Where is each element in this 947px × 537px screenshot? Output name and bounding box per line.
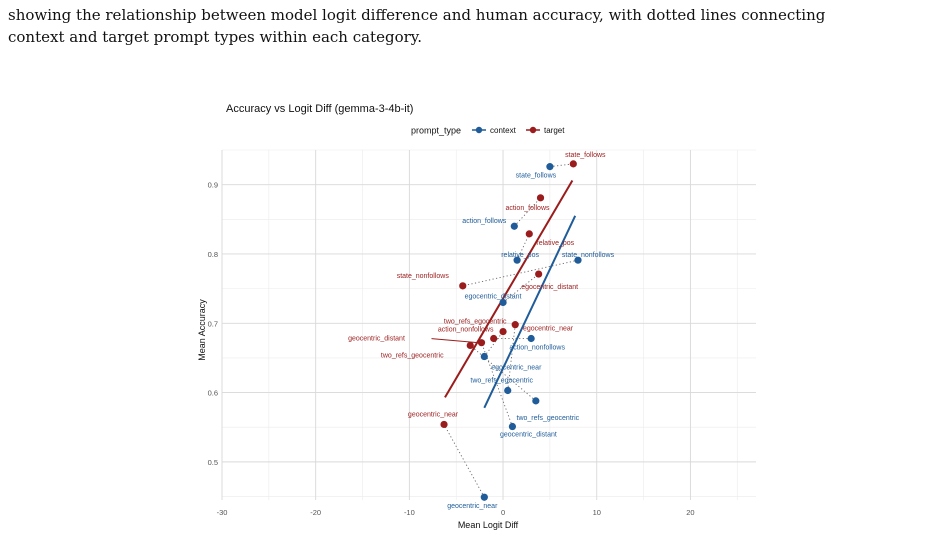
point-context-geocentric-near (480, 493, 488, 501)
legend-key-target-point (529, 126, 537, 134)
y-axis-label: Mean Accuracy (197, 299, 207, 361)
y-tick-label: 0.9 (208, 181, 218, 190)
point-target-geocentric-distant (477, 339, 486, 347)
point-label-context-action-nonfollows: action_nonfollows (509, 345, 565, 352)
connector-egocentric-distant (502, 273, 539, 303)
caption-line-1: showing the relationship between model l… (8, 6, 826, 24)
point-label-target-action-nonfollows: action_nonfollows (438, 327, 494, 334)
x-tick-label: -10 (404, 508, 415, 517)
connector-state-nonfollows (462, 259, 579, 287)
connector-relative-pos (516, 233, 530, 261)
point-label-context-geocentric-near: geocentric_near (447, 503, 498, 510)
point-context-action-nonfollows (527, 334, 535, 343)
point-target-action-follows (536, 194, 545, 202)
point-label-context-two-refs-geocentric: two_refs_geocentric (517, 415, 580, 422)
point-context-relative-pos (513, 256, 521, 264)
legend-label-target: target (544, 126, 565, 135)
point-label-context-relative-pos: relative_pos (501, 252, 539, 259)
point-context-geocentric-distant (508, 422, 517, 431)
x-axis-label: Mean Logit Diff (458, 520, 519, 530)
point-label-target-two-refs-egocentric: two_refs_egocentric (444, 319, 507, 326)
legend-title: prompt_type (411, 126, 461, 136)
point-label-context-egocentric-distant: egocentric_distant (465, 293, 522, 300)
data-points (440, 160, 582, 501)
x-tick-label: 20 (686, 508, 694, 517)
point-target-egocentric-distant (535, 270, 543, 278)
point-target-two-refs-egocentric (511, 321, 519, 329)
point-target-state-follows (569, 160, 577, 168)
y-axis-ticks: 0.5 0.6 0.7 0.8 0.9 (208, 181, 218, 467)
point-label-context-two-refs-egocentric: two_refs_egocentric (470, 377, 533, 384)
point-target-two-refs-geocentric (466, 341, 474, 350)
point-label-target-geocentric-distant: geocentric_distant (348, 336, 405, 343)
point-label-target-relative-pos: relative_pos (536, 240, 574, 247)
y-tick-label: 0.8 (208, 250, 218, 259)
legend: prompt_type context target (411, 126, 565, 136)
legend-label-context: context (490, 126, 517, 135)
point-context-two-refs-egocentric (504, 386, 512, 395)
point-label-context-state-follows: state_follows (516, 173, 557, 180)
point-label-target-state-nonfollows: state_nonfollows (397, 273, 450, 280)
chart-title: Accuracy vs Logit Diff (gemma-3-4b-it) (226, 103, 413, 115)
y-tick-label: 0.6 (208, 389, 218, 398)
point-context-two-refs-geocentric (532, 397, 540, 405)
point-context-state-nonfollows (574, 256, 582, 264)
x-tick-label: 10 (593, 508, 601, 517)
connector-egocentric-near (483, 331, 504, 357)
connector-geocentric-near (443, 424, 485, 498)
point-target-geocentric-near (440, 420, 448, 429)
point-target-relative-pos (525, 230, 533, 238)
point-label-target-egocentric-near: egocentric_near (523, 326, 574, 333)
y-tick-label: 0.5 (208, 458, 218, 467)
point-context-egocentric-near (480, 352, 488, 361)
point-label-target-state-follows: state_follows (565, 152, 606, 159)
point-label-target-two-refs-geocentric: two_refs_geocentric (381, 352, 444, 359)
point-label-context-state-nonfollows: state_nonfollows (562, 252, 615, 259)
x-tick-label: 0 (501, 508, 505, 517)
point-label-target-geocentric-near: geocentric_near (408, 411, 459, 418)
pair-connectors (443, 163, 579, 498)
point-label-target-egocentric-distant: egocentric_distant (521, 284, 578, 291)
point-label-context-geocentric-distant: geocentric_distant (500, 432, 557, 439)
caption-line-2: context and target prompt types within e… (8, 28, 423, 46)
point-label-context-action-follows: action_follows (462, 218, 506, 225)
point-label-target-action-follows: action_follows (506, 205, 550, 212)
point-context-action-follows (510, 222, 518, 230)
x-tick-label: -20 (310, 508, 321, 517)
point-target-action-nonfollows (490, 334, 498, 343)
y-tick-label: 0.7 (208, 319, 218, 328)
point-context-egocentric-distant (499, 298, 507, 307)
point-context-state-follows (546, 163, 554, 171)
connector-two-refs-egocentric (507, 324, 516, 391)
legend-key-context-point (475, 126, 483, 134)
fit-line-target (444, 179, 574, 398)
label-leader-geocentric-distant (431, 338, 478, 344)
fit-lines (444, 179, 577, 409)
connector-action-follows (513, 197, 541, 227)
fit-line-context (483, 215, 577, 409)
figure-caption: showing the relationship between model l… (8, 4, 943, 48)
point-target-egocentric-near (499, 327, 507, 336)
connector-state-follows (549, 163, 574, 168)
connector-geocentric-distant (481, 342, 513, 427)
x-tick-label: -30 (217, 508, 228, 517)
point-label-context-egocentric-near: egocentric_near (491, 365, 542, 372)
point-target-state-nonfollows (459, 282, 467, 290)
x-axis-ticks: -30 -20 -10 0 10 20 (217, 508, 695, 517)
